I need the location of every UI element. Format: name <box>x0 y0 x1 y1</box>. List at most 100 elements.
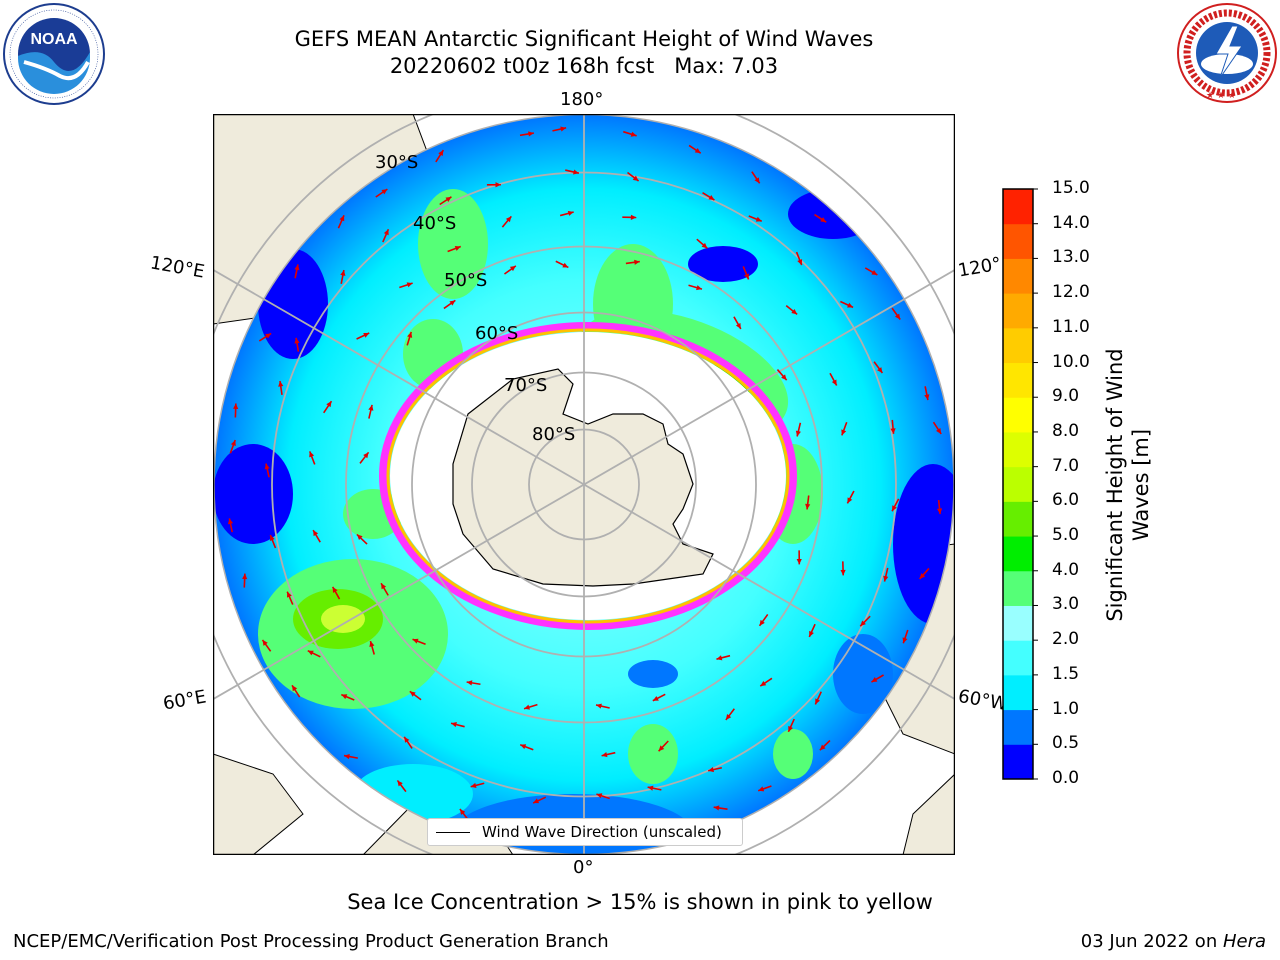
wind-arrow-head <box>652 695 659 701</box>
colorbar-bin <box>1003 362 1033 398</box>
colorbar-tick-label: 0.0 <box>1052 768 1080 788</box>
noaa-logo-text: NOAA <box>30 31 78 48</box>
wind-arrow-head <box>797 259 803 266</box>
wind-arrow-head <box>264 463 270 470</box>
lat-label-80s: 80°S <box>532 424 576 445</box>
colorbar-bin <box>1003 605 1033 641</box>
wind-arrow-head <box>286 591 292 598</box>
wind-arrow-head <box>233 403 239 409</box>
lon-label-180: 180° <box>560 89 604 110</box>
wind-arrow-head <box>713 805 720 811</box>
wind-arrow-head <box>292 685 298 692</box>
wind-arrow-head <box>919 573 926 579</box>
colorbar-tick-label: 1.0 <box>1052 698 1080 719</box>
wind-arrow-head <box>924 394 930 401</box>
wind-arrow-head <box>524 704 530 710</box>
colorbar-tick-label: 6.0 <box>1052 490 1080 511</box>
wind-arrow-head <box>454 245 461 251</box>
wind-arrow-head <box>339 215 345 222</box>
wind-arrow-head <box>294 264 300 271</box>
wind-arrow-head <box>533 798 540 804</box>
wind-arrow-head <box>265 333 272 339</box>
wind-arrow-head <box>632 175 639 182</box>
colorbar-tick-label: 11.0 <box>1052 316 1090 337</box>
colorbar-tick-label: 0.5 <box>1052 733 1080 754</box>
colorbar-tick-label: 7.0 <box>1052 455 1080 476</box>
wind-arrow-head <box>701 242 708 249</box>
wind-arrow-head <box>562 262 569 268</box>
wind-arrow-head <box>438 150 444 157</box>
lon-label-120e: 120°E <box>148 252 207 283</box>
wind-arrow-head <box>716 655 723 661</box>
wind-arrow-head <box>449 300 456 306</box>
wind-arrow-head <box>596 703 602 709</box>
wind-arrow-head <box>309 451 315 458</box>
wind-arrow-head <box>505 216 512 223</box>
wind-arrow-head <box>560 126 567 132</box>
wind-arrow-head <box>847 497 853 504</box>
wind-arrow-head <box>658 745 665 752</box>
wind-arrow-head <box>340 270 346 276</box>
run-date: 03 Jun 2022 on Hera <box>1081 931 1266 952</box>
colorbar-bin <box>1003 397 1033 433</box>
wind-arrow-head <box>647 785 654 791</box>
wind-arrow-head <box>596 793 603 799</box>
wind-arrow-head <box>694 148 701 154</box>
wind-arrow-head <box>725 714 732 720</box>
wind-arrow-head <box>344 753 350 760</box>
graticule <box>213 114 955 855</box>
run-date-text: 03 Jun 2022 on <box>1080 931 1223 952</box>
noaa-logo: NOAA <box>3 3 105 105</box>
colorbar-tick-label: 12.0 <box>1052 282 1090 303</box>
wind-arrow-head <box>841 429 847 436</box>
wind-arrow-head <box>381 189 388 195</box>
wind-arrow-head <box>368 404 374 411</box>
wind-arrow-head <box>509 265 516 272</box>
lon-label-60e: 60°E <box>161 686 208 715</box>
legend-label: Wind Wave Direction (unscaled) <box>482 823 722 841</box>
wind-arrow-head <box>871 677 878 683</box>
wind-arrow-head <box>242 573 248 580</box>
colorbar-bin <box>1003 189 1033 225</box>
wind-arrow-head <box>819 744 826 751</box>
wind-arrow-head <box>890 428 896 434</box>
lat-label-40s: 40°S <box>413 213 457 234</box>
wind-arrow-head <box>902 637 908 644</box>
wind-arrow-head <box>630 214 637 220</box>
map-legend: Wind Wave Direction (unscaled) <box>427 818 743 846</box>
wind-arrow-head <box>363 332 370 338</box>
wind-arrow-head <box>820 217 827 223</box>
wind-arrow-head <box>520 744 527 750</box>
wind-arrow-head <box>356 534 363 541</box>
lat-label-70s: 70°S <box>504 375 548 396</box>
wind-arrow-head <box>495 182 501 188</box>
wind-arrow-head <box>601 752 608 758</box>
polar-map[interactable] <box>213 114 955 855</box>
wind-arrow-head <box>735 322 741 329</box>
colorbar-bin <box>1003 258 1033 294</box>
wind-arrow-head <box>696 285 702 291</box>
wind-arrow-head <box>406 282 413 288</box>
wind-arrow-head <box>459 809 466 815</box>
wind-arrow-head <box>791 308 798 315</box>
colorbar-bin <box>1003 744 1033 780</box>
colorbar-tick-label: 3.0 <box>1052 594 1080 615</box>
wind-arrow-head <box>796 558 802 565</box>
colorbar-tick-label: 1.5 <box>1052 663 1080 684</box>
wind-arrow-head <box>326 401 332 408</box>
run-host: Hera <box>1222 931 1266 952</box>
wind-arrow-head <box>363 452 369 459</box>
colorbar-bin <box>1003 536 1033 572</box>
lon-label-0: 0° <box>573 857 594 878</box>
lat-label-60s: 60°S <box>475 323 519 344</box>
wind-arrow-head <box>470 782 477 788</box>
wind-arrow-head <box>936 427 942 434</box>
wind-arrow-head <box>847 302 854 308</box>
colorbar-bin <box>1003 501 1033 537</box>
wind-arrow-head <box>759 619 765 626</box>
colorbar-title: Significant Height of Wind Waves [m] <box>1102 275 1154 695</box>
wind-arrow-head <box>805 503 811 510</box>
legend-line-swatch <box>436 831 470 833</box>
lat-label-50s: 50°S <box>444 270 488 291</box>
wind-arrow-head <box>369 641 375 647</box>
